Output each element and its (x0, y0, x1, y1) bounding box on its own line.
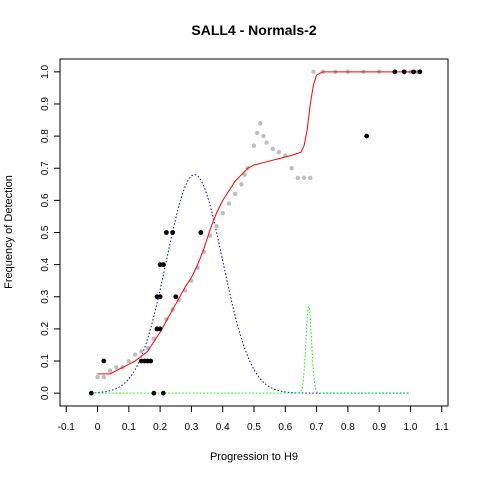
smoothed-point (139, 349, 144, 354)
x-tick-label: 0.7 (310, 422, 324, 433)
smoothed-point (101, 374, 107, 380)
x-tick-label: 1.0 (403, 422, 417, 433)
y-tick-label: 0.4 (40, 257, 51, 271)
fit-line (97, 71, 417, 375)
smoothed-point (311, 69, 316, 75)
x-tick-label: 0.5 (247, 422, 261, 433)
y-tick-label: 0.6 (40, 193, 51, 207)
x-tick-label: 0.1 (122, 422, 136, 433)
smoothed-point (114, 365, 119, 370)
sample-point (411, 69, 416, 75)
sample-point (160, 390, 166, 396)
smoothed-point (254, 130, 260, 136)
x-tick-label: 0.3 (184, 422, 198, 433)
sample-point (151, 390, 157, 396)
density-narrow-line (91, 305, 411, 394)
sample-point (148, 358, 154, 364)
smoothed-point (226, 201, 232, 206)
sample-point (392, 69, 398, 75)
x-tick-label: 0.4 (216, 422, 230, 433)
x-tick-label: 1.1 (435, 422, 449, 433)
x-tick-label: 0 (95, 422, 101, 433)
smoothed-point (289, 166, 294, 171)
x-tick-label: 0.9 (372, 422, 386, 433)
y-tick-label: 0.3 (40, 289, 51, 303)
smoothed-point (308, 175, 313, 181)
x-tick-label: 0.6 (278, 422, 292, 433)
y-tick-label: 0.1 (40, 354, 51, 368)
chart-title: SALL4 - Normals-2 (191, 22, 316, 38)
y-tick-label: 1.0 (40, 64, 51, 78)
smoothed-point (95, 374, 100, 380)
y-axis: 0.0 0.1 0.2 0.3 0.4 0.5 0.6 0.7 0.8 0.9 1.0 (40, 64, 60, 400)
sample-point (157, 326, 163, 332)
smoothed-point (107, 368, 113, 373)
y-tick-label: 0.0 (40, 386, 51, 400)
sample-point (417, 69, 423, 75)
y-tick-label: 0.7 (40, 161, 51, 175)
sample-point (170, 230, 176, 235)
smoothed-point (251, 143, 257, 148)
smoothed-point (239, 182, 244, 187)
plot-frame (59, 58, 449, 407)
sample-point (160, 262, 166, 268)
y-tick-label: 0.8 (40, 129, 51, 143)
smoothed-point (301, 175, 307, 181)
y-tick-label: 0.2 (40, 322, 51, 336)
smoothed-point (126, 358, 132, 364)
sample-points (88, 69, 423, 396)
smoothed-point (270, 146, 275, 152)
y-tick-label: 0.9 (40, 97, 51, 111)
smoothed-point (242, 172, 247, 177)
smoothed-point (214, 223, 219, 229)
smoothed-point (276, 149, 282, 155)
smoothed-point (264, 140, 269, 145)
density-curves (91, 174, 411, 394)
y-tick-label: 0.5 (40, 225, 51, 239)
smoothed-point (258, 121, 263, 126)
y-axis-label: Frequency of Detection (3, 175, 15, 289)
sample-point (157, 294, 163, 300)
x-axis: -0.1 0 0.1 0.2 0.3 0.4 0.5 0.6 0.7 0.8 0.9 1.0 1.1 (58, 406, 449, 433)
sample-point (163, 230, 169, 235)
smoothed-point (295, 175, 301, 181)
x-tick-label: 0.8 (341, 422, 355, 433)
sample-point (198, 230, 204, 235)
smoothed-point (132, 352, 138, 357)
sample-point (101, 358, 107, 364)
smoothed-point (220, 211, 225, 216)
fit-curve (97, 71, 417, 375)
smoothed-point (207, 233, 213, 238)
x-tick-label: 0.2 (153, 422, 167, 433)
sample-point (88, 390, 94, 396)
sample-point (401, 69, 407, 75)
sample-point (364, 133, 370, 139)
smoothed-point (233, 191, 238, 197)
smoothed-point (261, 133, 266, 139)
sample-point (173, 294, 179, 300)
x-axis-label: Progression to H9 (210, 451, 298, 463)
x-tick-label: -0.1 (58, 422, 76, 433)
smoothed-points (95, 69, 419, 380)
